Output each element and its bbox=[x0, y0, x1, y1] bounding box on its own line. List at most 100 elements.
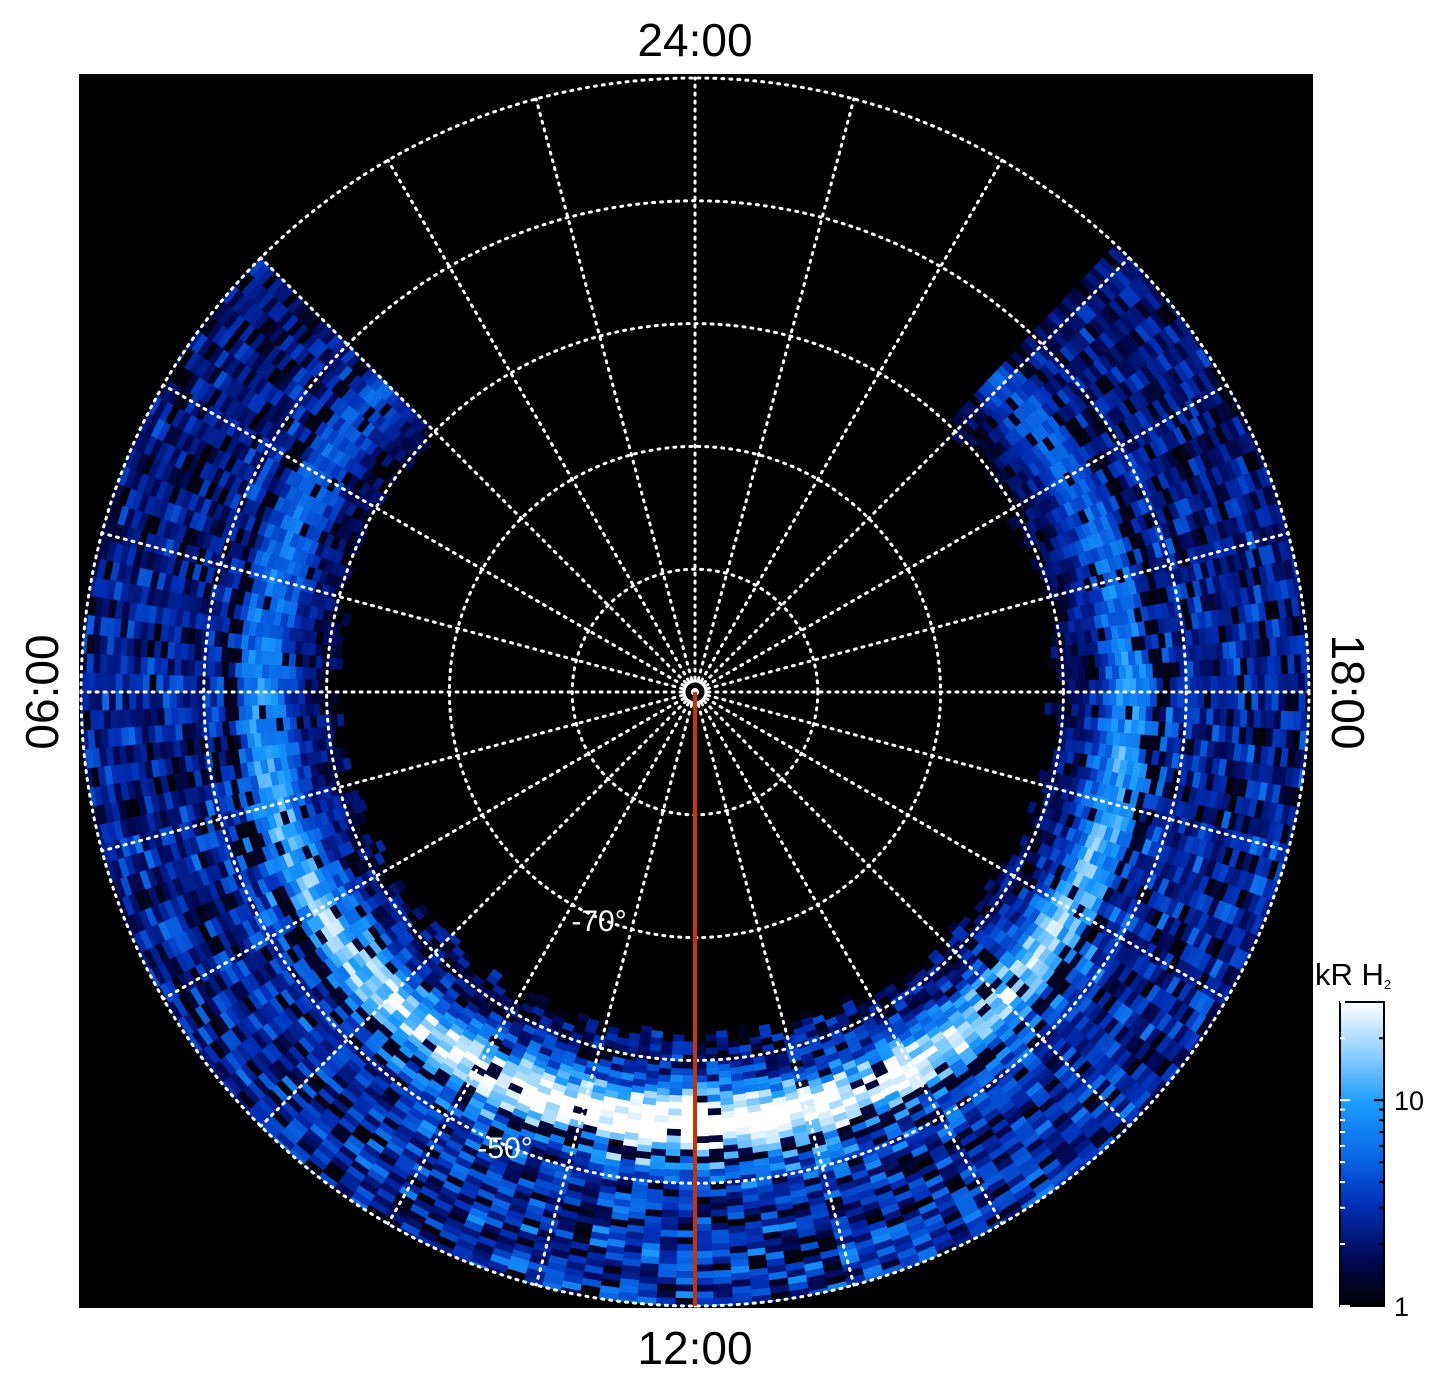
emission-cell bbox=[187, 659, 196, 677]
emission-cell bbox=[1172, 706, 1181, 723]
emission-cell bbox=[668, 1101, 683, 1110]
emission-cell bbox=[256, 677, 265, 693]
emission-cell bbox=[660, 1222, 679, 1232]
emission-cell bbox=[719, 1090, 734, 1099]
emission-cell bbox=[227, 662, 236, 678]
emission-cell bbox=[679, 1169, 696, 1178]
emission-cell bbox=[1159, 662, 1168, 678]
emission-cell bbox=[708, 1114, 723, 1123]
emission-cell bbox=[713, 1276, 733, 1285]
emission-cell bbox=[708, 1141, 725, 1150]
emission-cell bbox=[1125, 705, 1134, 720]
emission-cell bbox=[661, 1216, 679, 1225]
emission-cell bbox=[1192, 659, 1201, 677]
emission-cell bbox=[1237, 674, 1245, 693]
emission-cell bbox=[1217, 691, 1226, 709]
emission-cell bbox=[711, 1229, 730, 1238]
emission-cell bbox=[708, 1128, 724, 1137]
emission-cell bbox=[121, 673, 130, 693]
emission-cell bbox=[661, 1209, 680, 1218]
emission-cell bbox=[1136, 691, 1145, 707]
emission-cell bbox=[143, 708, 152, 727]
emission-cell bbox=[109, 709, 118, 730]
emission-cell bbox=[234, 662, 243, 679]
emission-cell bbox=[710, 1195, 728, 1204]
emission-cell bbox=[671, 1047, 685, 1056]
emission-cell bbox=[1064, 667, 1073, 681]
emission-cell bbox=[694, 1183, 711, 1192]
emission-cell bbox=[85, 653, 95, 674]
emission-cell bbox=[1230, 674, 1239, 693]
emission-cell bbox=[1224, 691, 1232, 710]
emission-cell bbox=[1069, 691, 1077, 705]
emission-cell bbox=[1190, 675, 1198, 693]
emission-cell bbox=[1131, 705, 1140, 721]
emission-cell bbox=[1244, 674, 1252, 693]
emission-cell bbox=[263, 691, 272, 706]
emission-cell bbox=[1097, 717, 1106, 732]
emission-cell bbox=[1231, 691, 1239, 710]
emission-cell bbox=[706, 1081, 721, 1089]
emission-cell bbox=[657, 1081, 671, 1090]
emission-cell bbox=[713, 1283, 733, 1292]
emission-cell bbox=[236, 691, 245, 707]
emission-cell bbox=[660, 1229, 679, 1238]
emission-cell bbox=[1204, 691, 1212, 709]
emission-cell bbox=[707, 1101, 722, 1110]
emission-cell bbox=[694, 1203, 712, 1212]
emission-cell bbox=[716, 1030, 728, 1039]
emission-cell bbox=[694, 1291, 715, 1300]
emission-cell bbox=[675, 1297, 696, 1306]
emission-cell bbox=[101, 673, 110, 693]
emission-cell bbox=[658, 1263, 678, 1272]
emission-cell bbox=[681, 1115, 696, 1124]
emission-cell bbox=[707, 1107, 722, 1116]
emission-cell bbox=[263, 678, 272, 693]
emission-cell bbox=[108, 673, 116, 693]
emission-cell bbox=[1122, 678, 1131, 693]
emission-cell bbox=[718, 1077, 733, 1086]
emission-cell bbox=[1047, 657, 1056, 671]
emission-cell bbox=[121, 691, 130, 711]
emission-cell bbox=[281, 665, 290, 680]
emission-cell bbox=[146, 657, 155, 676]
emission-cell bbox=[1145, 662, 1154, 679]
emission-cell bbox=[261, 664, 270, 679]
emission-cell bbox=[678, 1203, 696, 1211]
emission-cell bbox=[291, 704, 300, 718]
emission-cell bbox=[305, 703, 314, 717]
emission-cell bbox=[270, 691, 278, 706]
emission-cell bbox=[694, 1210, 712, 1219]
emission-cell bbox=[182, 691, 191, 709]
emission-cell bbox=[1285, 691, 1293, 712]
emission-cell bbox=[139, 656, 148, 676]
emission-cell bbox=[1210, 691, 1219, 709]
emission-cell bbox=[1212, 707, 1221, 726]
emission-cell bbox=[1239, 708, 1248, 728]
emission-cell bbox=[135, 691, 143, 710]
emission-cell bbox=[328, 657, 337, 670]
emission-cell bbox=[116, 709, 125, 729]
emission-cell bbox=[662, 1195, 680, 1205]
emission-cell bbox=[1156, 691, 1165, 708]
emission-cell bbox=[189, 675, 197, 693]
emission-cell bbox=[1163, 676, 1171, 693]
emission-cell bbox=[657, 1276, 677, 1286]
emission-cell bbox=[1233, 708, 1242, 727]
emission-cell bbox=[150, 708, 159, 727]
emission-cell bbox=[1158, 706, 1167, 722]
emission-cell bbox=[331, 691, 339, 704]
emission-cell bbox=[694, 1284, 715, 1293]
emission-cell bbox=[1118, 705, 1127, 720]
emission-cell bbox=[672, 1034, 685, 1043]
emission-cell bbox=[290, 691, 299, 706]
emission-cell bbox=[1138, 663, 1147, 679]
emission-cell bbox=[661, 1040, 674, 1050]
emission-cell bbox=[666, 1135, 682, 1144]
emission-cell bbox=[241, 663, 250, 679]
emission-cell bbox=[1206, 707, 1215, 725]
emission-cell bbox=[677, 1230, 696, 1239]
emission-cell bbox=[1293, 710, 1302, 731]
emission-heatmap bbox=[81, 242, 1309, 1306]
emission-cell bbox=[1105, 665, 1114, 680]
